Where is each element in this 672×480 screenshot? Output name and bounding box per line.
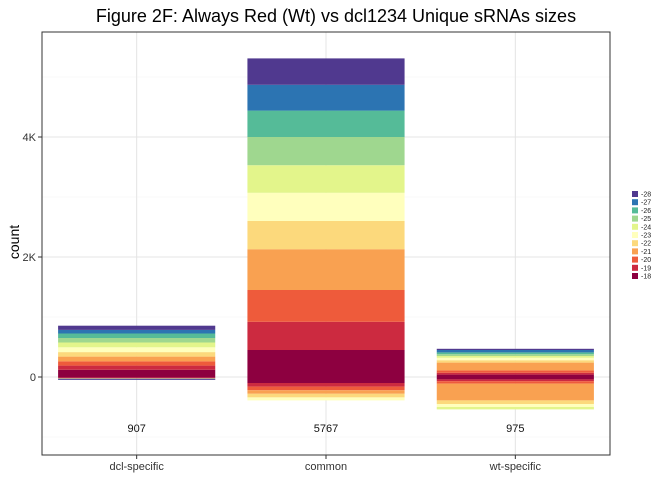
bar-segment bbox=[436, 372, 594, 375]
count-annotations: 907 5767 975 bbox=[127, 423, 524, 435]
legend-label: -23 bbox=[641, 233, 651, 240]
legend-label: -26 bbox=[641, 208, 651, 215]
bar-segment bbox=[247, 221, 405, 250]
bar-segment bbox=[436, 352, 594, 355]
legend: -28-27-26-25-24 -23-22-21-20-19 -18 bbox=[632, 191, 651, 281]
legend-swatch bbox=[632, 232, 638, 238]
bar-segment bbox=[58, 352, 216, 357]
bar-segment bbox=[436, 360, 594, 363]
x-axis: dcl-specific common wt-specific bbox=[41, 31, 611, 473]
bar-segment bbox=[247, 397, 405, 401]
bar-segment bbox=[436, 357, 594, 361]
bar-segment bbox=[58, 333, 216, 338]
bar-segment bbox=[247, 110, 405, 137]
legend-label: -19 bbox=[641, 265, 651, 272]
bar-segment bbox=[58, 342, 216, 348]
bar-segment bbox=[247, 84, 405, 111]
bar-segment bbox=[436, 374, 594, 377]
bar-segment bbox=[247, 249, 405, 290]
bar-segment bbox=[247, 165, 405, 193]
legend-label: -22 bbox=[641, 241, 651, 248]
bar-segment bbox=[58, 379, 216, 380]
bar-segment bbox=[436, 362, 594, 371]
bar-segment bbox=[436, 404, 594, 407]
bar-segment bbox=[436, 356, 594, 358]
bar-segment bbox=[436, 377, 594, 380]
legend-swatch bbox=[632, 240, 638, 247]
chart-title: Figure 2F: Always Red (Wt) vs dcl1234 Un… bbox=[96, 6, 576, 26]
bar-segment bbox=[58, 329, 216, 334]
bar-segment bbox=[247, 386, 405, 391]
bar-segment bbox=[58, 377, 216, 378]
bar-segment bbox=[58, 369, 216, 377]
bar-segment bbox=[436, 381, 594, 384]
y-axis-title: count bbox=[6, 225, 22, 259]
legend-swatch bbox=[632, 248, 638, 255]
legend-label: -27 bbox=[641, 200, 651, 207]
bar-segment bbox=[247, 137, 405, 166]
bar-segment bbox=[58, 378, 216, 380]
legend-swatch bbox=[632, 256, 638, 263]
legend-label: -24 bbox=[641, 224, 651, 231]
y-tick-label: 2K bbox=[23, 252, 37, 264]
bar-stacks bbox=[58, 58, 594, 410]
bar-segment bbox=[436, 348, 594, 350]
legend-swatch bbox=[632, 215, 638, 222]
bar-segment bbox=[58, 365, 216, 370]
legend-swatch bbox=[632, 207, 638, 214]
bar-segment bbox=[436, 400, 594, 404]
legend-swatch bbox=[632, 223, 638, 230]
bar-segment bbox=[436, 354, 594, 356]
bar-segment bbox=[247, 377, 405, 383]
legend-swatch bbox=[632, 191, 638, 197]
bar-segment bbox=[58, 325, 216, 330]
bar-segment bbox=[247, 58, 405, 85]
count-label: 5767 bbox=[314, 423, 338, 435]
bar-segment bbox=[436, 383, 594, 401]
bar-segment bbox=[436, 379, 594, 382]
bar-segment bbox=[58, 356, 216, 362]
y-tick-label: 0 bbox=[30, 372, 36, 384]
bar-segment bbox=[247, 383, 405, 387]
x-tick-label: wt-specific bbox=[489, 461, 542, 473]
legend-label: -18 bbox=[641, 274, 651, 281]
bar-segment bbox=[436, 350, 594, 353]
y-axis: 0 2K 4K bbox=[23, 132, 42, 384]
legend-swatch bbox=[632, 273, 638, 279]
y-tick-label: 4K bbox=[23, 132, 37, 144]
x-tick-label: common bbox=[305, 461, 347, 473]
legend-label: -20 bbox=[641, 257, 651, 264]
bar-segment bbox=[58, 347, 216, 353]
bar-segment bbox=[247, 390, 405, 394]
bar-segment bbox=[247, 321, 405, 350]
bar-segment bbox=[247, 350, 405, 377]
x-tick-label: dcl-specific bbox=[109, 461, 164, 473]
legend-swatch bbox=[632, 264, 638, 271]
count-label: 975 bbox=[506, 423, 524, 435]
legend-label: -28 bbox=[641, 192, 651, 199]
bar-segment bbox=[58, 361, 216, 366]
bar-segment bbox=[58, 338, 216, 343]
bar-segment bbox=[436, 370, 594, 373]
legend-swatch bbox=[632, 199, 638, 206]
bar-segment bbox=[247, 393, 405, 398]
bar-segment bbox=[247, 192, 405, 221]
legend-label: -25 bbox=[641, 216, 651, 223]
count-label: 907 bbox=[127, 423, 145, 435]
bar-segment bbox=[436, 407, 594, 410]
legend-label: -21 bbox=[641, 249, 651, 256]
bar-segment bbox=[58, 378, 216, 379]
bar-segment bbox=[247, 290, 405, 322]
